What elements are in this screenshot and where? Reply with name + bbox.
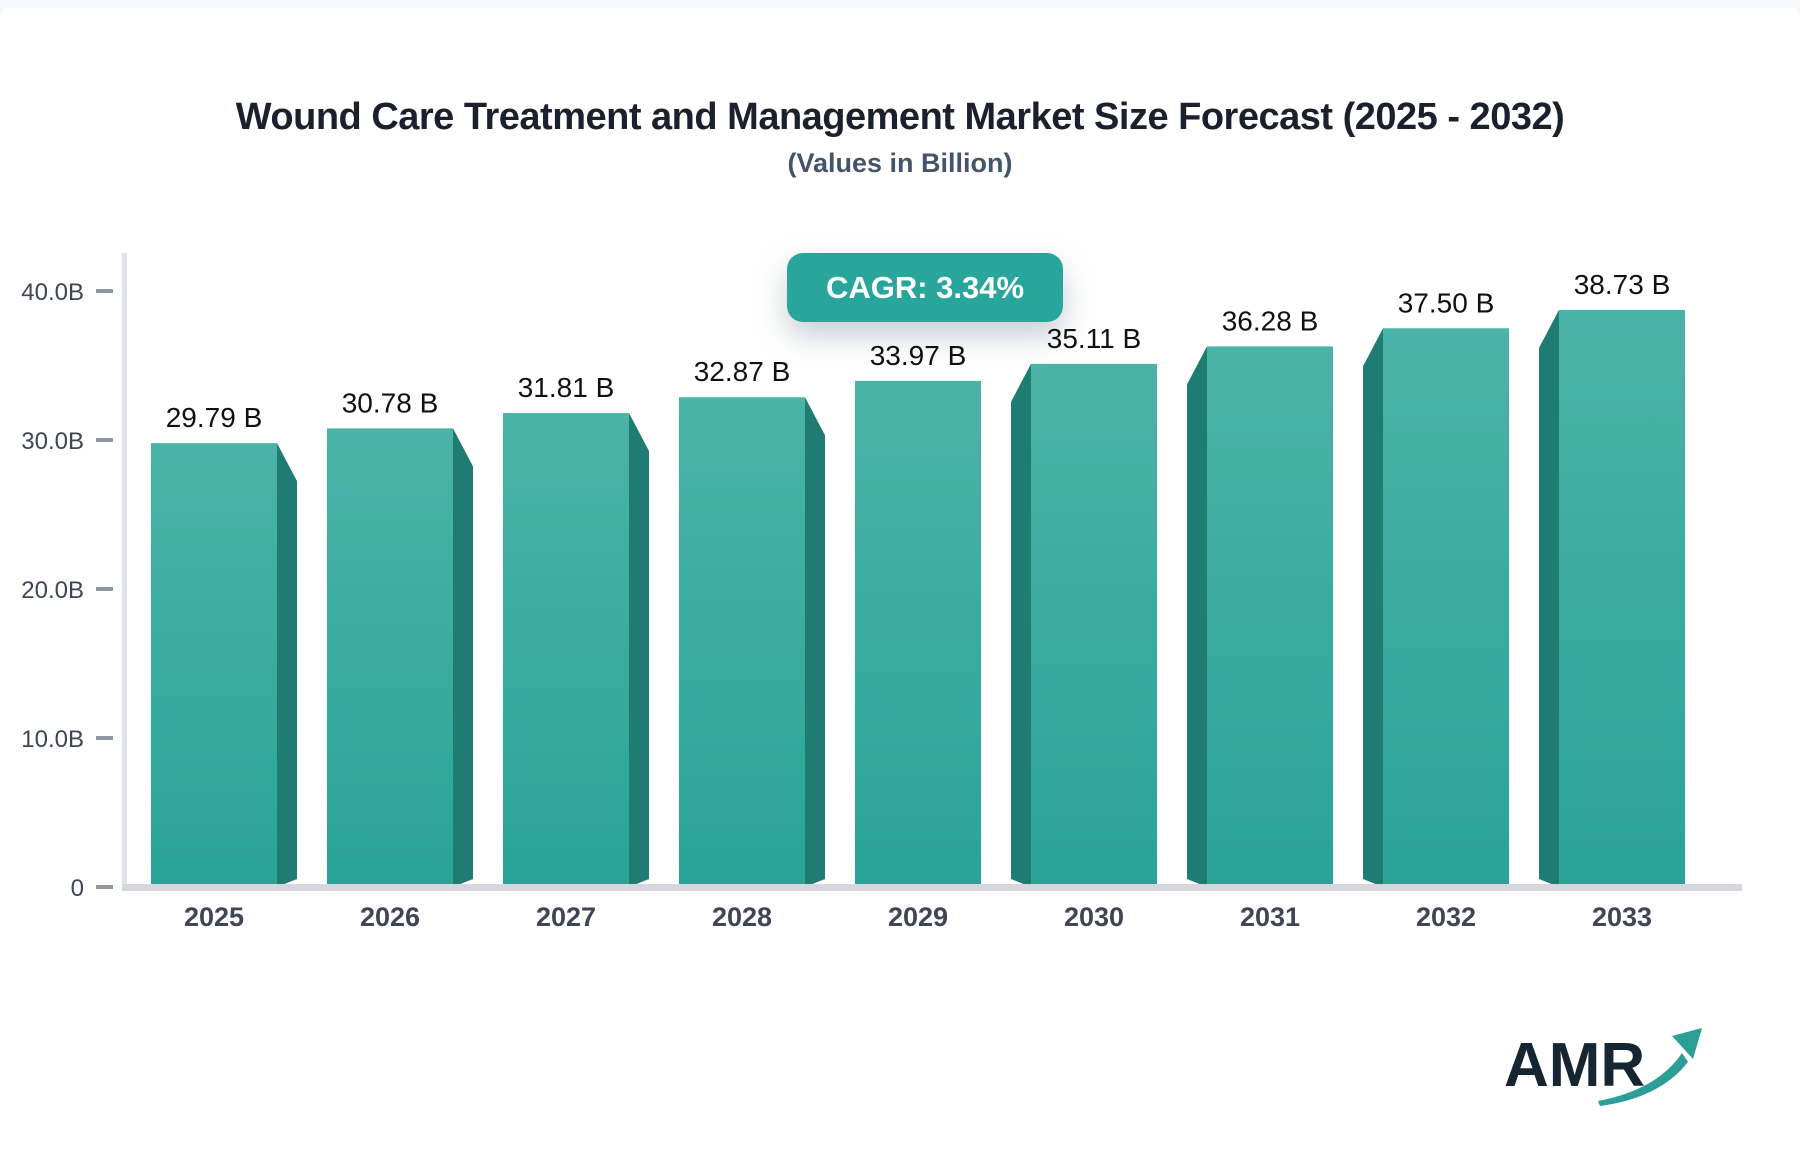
bar-value-label: 37.50 B xyxy=(1398,287,1495,318)
logo-arrow-icon xyxy=(1598,1028,1702,1106)
x-axis-label: 2025 xyxy=(184,902,244,932)
bar-value-label: 38.73 B xyxy=(1574,269,1671,300)
bar xyxy=(1383,328,1509,887)
bar xyxy=(855,380,981,887)
x-axis-label: 2027 xyxy=(536,902,596,932)
bar-value-label: 32.87 B xyxy=(694,356,791,387)
amr-logo: AMR xyxy=(1504,1028,1702,1106)
y-axis-tick xyxy=(96,736,113,740)
y-axis-tick-label: 20.0B xyxy=(21,577,84,604)
bar-value-label: 33.97 B xyxy=(870,340,967,371)
cagr-badge-label: CAGR: 3.34% xyxy=(825,269,1025,305)
chart-subtitle: (Values in Billion) xyxy=(787,148,1013,178)
x-axis-label: 2030 xyxy=(1064,902,1124,932)
x-axis-baseline xyxy=(122,884,1742,891)
y-axis-tick xyxy=(96,438,113,442)
bar-side-face xyxy=(1011,363,1031,888)
page-title: Wound Care Treatment and Management Mark… xyxy=(235,96,1565,138)
y-axis-tick-label: 40.0B xyxy=(21,279,84,306)
y-axis-tick xyxy=(96,885,113,889)
y-axis-tick-label: 0 xyxy=(71,875,84,902)
bar-side-face xyxy=(1363,328,1383,887)
bar-value-label: 31.81 B xyxy=(518,372,615,403)
bar-value-label: 29.79 B xyxy=(166,402,263,433)
x-axis-label: 2031 xyxy=(1240,902,1300,932)
y-axis-tick-label: 10.0B xyxy=(21,726,84,753)
amr-logo-text: AMR xyxy=(1504,1031,1645,1100)
bar xyxy=(327,428,453,887)
y-axis-tick xyxy=(96,289,113,293)
bar-value-label: 30.78 B xyxy=(342,387,439,418)
x-axis-label: 2028 xyxy=(712,902,772,932)
bar-value-label: 35.11 B xyxy=(1047,323,1141,354)
bar xyxy=(1559,309,1685,888)
bar xyxy=(151,443,277,887)
bar-side-face xyxy=(1539,309,1559,888)
bar-side-face xyxy=(1187,346,1207,888)
x-axis-label: 2033 xyxy=(1592,902,1652,932)
bar xyxy=(503,413,629,887)
x-axis-label: 2032 xyxy=(1416,902,1476,932)
bar xyxy=(1207,346,1333,888)
bar xyxy=(1031,363,1157,888)
bar-side-face xyxy=(805,397,825,887)
cagr-badge: CAGR: 3.34% xyxy=(787,253,1063,322)
y-axis-tick xyxy=(96,587,113,591)
y-axis-line xyxy=(122,253,127,891)
y-axis-tick-label: 30.0B xyxy=(21,428,84,455)
bar-side-face xyxy=(453,428,473,887)
bar-value-label: 36.28 B xyxy=(1222,305,1319,336)
bar-side-face xyxy=(277,443,297,887)
x-axis-label: 2029 xyxy=(888,902,948,932)
bar xyxy=(679,397,805,887)
x-axis-label: 2026 xyxy=(360,902,420,932)
bar-side-face xyxy=(629,413,649,887)
